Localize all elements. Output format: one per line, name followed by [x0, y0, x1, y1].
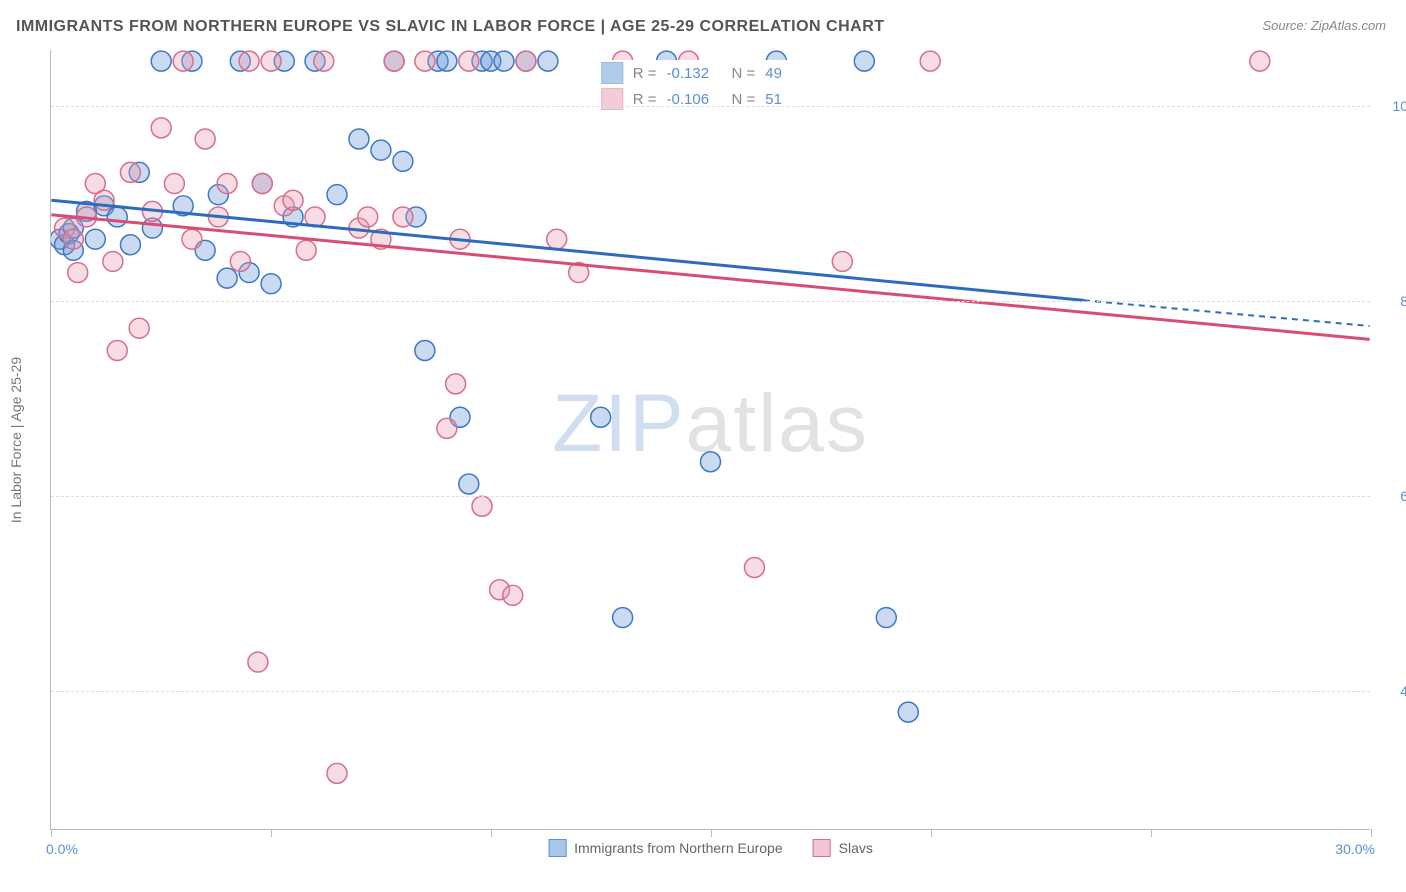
- plot-area: In Labor Force | Age 25-29 ZIPatlas R = …: [50, 50, 1370, 830]
- scatter-point: [151, 51, 171, 71]
- scatter-point: [261, 51, 281, 71]
- stats-swatch: [601, 62, 623, 84]
- scatter-point: [107, 340, 127, 360]
- scatter-point: [472, 496, 492, 516]
- x-tick: [1371, 829, 1372, 837]
- stats-r-label: R =: [633, 65, 657, 82]
- x-tick: [51, 829, 52, 837]
- x-axis-max-label: 30.0%: [1335, 841, 1375, 857]
- scatter-point: [85, 229, 105, 249]
- scatter-point: [459, 474, 479, 494]
- stats-n-label: N =: [732, 65, 756, 82]
- x-axis-min-label: 0.0%: [46, 841, 78, 857]
- scatter-point: [393, 207, 413, 227]
- stats-n-value: 49: [765, 65, 820, 82]
- scatter-point: [591, 407, 611, 427]
- chart-container: IMMIGRANTS FROM NORTHERN EUROPE VS SLAVI…: [0, 0, 1406, 892]
- legend-swatch: [813, 839, 831, 857]
- scatter-point: [415, 51, 435, 71]
- x-tick: [1151, 829, 1152, 837]
- scatter-point: [103, 251, 123, 271]
- scatter-point: [314, 51, 334, 71]
- scatter-point: [182, 229, 202, 249]
- scatter-point: [516, 51, 536, 71]
- stats-row: R = -0.132 N = 49: [601, 60, 821, 86]
- gridline: [51, 301, 1370, 302]
- scatter-point: [327, 185, 347, 205]
- scatter-point: [129, 318, 149, 338]
- scatter-point: [68, 263, 88, 283]
- stats-r-value: -0.132: [667, 65, 722, 82]
- scatter-point: [120, 235, 140, 255]
- legend-label: Immigrants from Northern Europe: [574, 840, 783, 856]
- scatter-point: [898, 702, 918, 722]
- scatter-point: [217, 268, 237, 288]
- scatter-point: [832, 251, 852, 271]
- scatter-point: [151, 118, 171, 138]
- scatter-point: [261, 274, 281, 294]
- bottom-legend: Immigrants from Northern Europe Slavs: [548, 839, 873, 857]
- gridline: [51, 691, 1370, 692]
- scatter-point: [349, 129, 369, 149]
- x-tick: [711, 829, 712, 837]
- scatter-point: [217, 174, 237, 194]
- scatter-point: [459, 51, 479, 71]
- scatter-point: [120, 162, 140, 182]
- scatter-point: [503, 585, 523, 605]
- chart-title: IMMIGRANTS FROM NORTHERN EUROPE VS SLAVI…: [16, 18, 885, 36]
- scatter-point: [415, 340, 435, 360]
- scatter-point: [920, 51, 940, 71]
- scatter-point: [296, 240, 316, 260]
- scatter-point: [1250, 51, 1270, 71]
- scatter-svg: [51, 50, 1370, 829]
- scatter-point: [230, 251, 250, 271]
- source-label: Source: ZipAtlas.com: [1262, 18, 1386, 33]
- scatter-point: [107, 207, 127, 227]
- y-tick-label: 47.5%: [1400, 683, 1406, 699]
- scatter-point: [494, 51, 514, 71]
- scatter-point: [63, 229, 83, 249]
- scatter-point: [248, 652, 268, 672]
- scatter-point: [358, 207, 378, 227]
- scatter-point: [371, 140, 391, 160]
- y-tick-label: 100.0%: [1393, 98, 1406, 114]
- scatter-point: [744, 557, 764, 577]
- scatter-point: [239, 51, 259, 71]
- x-tick: [491, 829, 492, 837]
- y-tick-label: 65.0%: [1400, 488, 1406, 504]
- scatter-point: [538, 51, 558, 71]
- scatter-point: [437, 51, 457, 71]
- regression-line-ext: [1084, 300, 1370, 326]
- scatter-point: [437, 418, 457, 438]
- legend-label: Slavs: [839, 840, 873, 856]
- scatter-point: [384, 51, 404, 71]
- y-tick-label: 82.5%: [1400, 293, 1406, 309]
- gridline: [51, 106, 1370, 107]
- x-tick: [271, 829, 272, 837]
- stats-row: R = -0.106 N = 51: [601, 86, 821, 112]
- scatter-point: [252, 174, 272, 194]
- scatter-point: [876, 608, 896, 628]
- scatter-point: [547, 229, 567, 249]
- scatter-point: [393, 151, 413, 171]
- y-axis-label: In Labor Force | Age 25-29: [8, 356, 24, 522]
- scatter-point: [283, 190, 303, 210]
- scatter-point: [701, 452, 721, 472]
- legend-swatch: [548, 839, 566, 857]
- scatter-point: [195, 129, 215, 149]
- scatter-point: [327, 763, 347, 783]
- stats-legend-box: R = -0.132 N = 49 R = -0.106 N = 51: [601, 60, 821, 112]
- scatter-point: [164, 174, 184, 194]
- x-tick: [931, 829, 932, 837]
- scatter-point: [854, 51, 874, 71]
- scatter-point: [173, 51, 193, 71]
- gridline: [51, 496, 1370, 497]
- legend-item: Slavs: [813, 839, 873, 857]
- scatter-point: [613, 608, 633, 628]
- scatter-point: [446, 374, 466, 394]
- legend-item: Immigrants from Northern Europe: [548, 839, 783, 857]
